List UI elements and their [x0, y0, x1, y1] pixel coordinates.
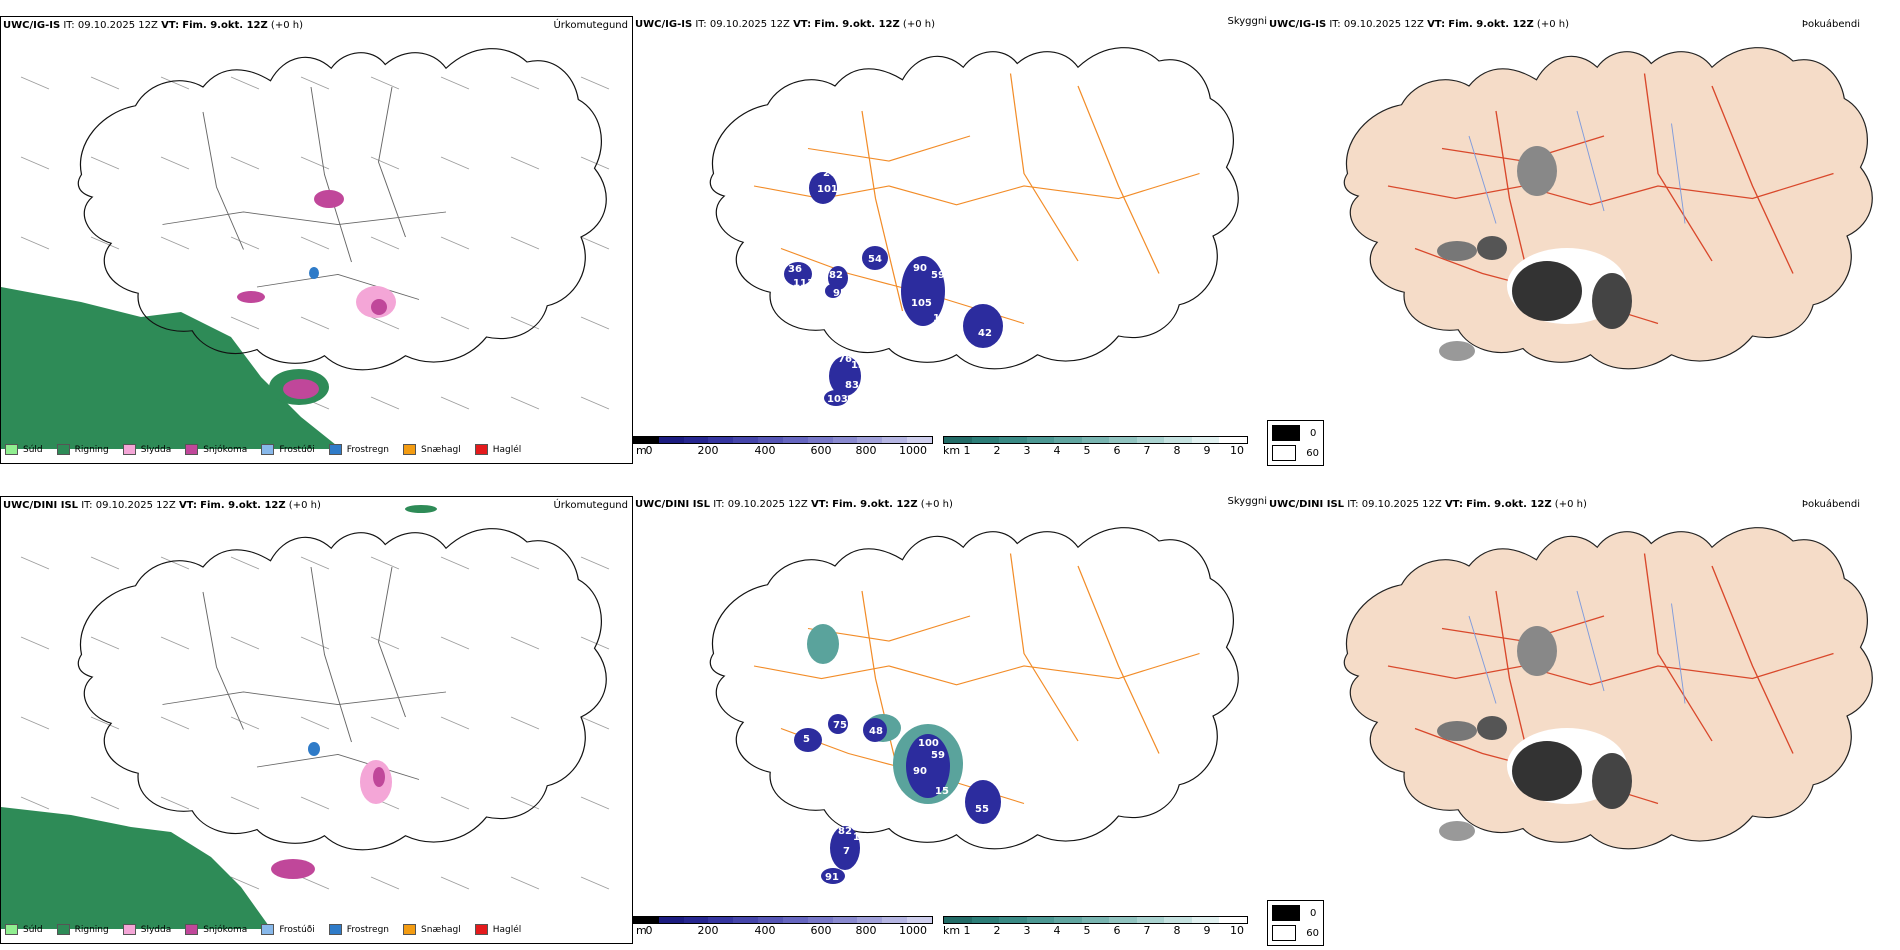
vis-label: 42 — [978, 328, 992, 339]
vis-label: 103 — [827, 394, 848, 405]
visibility-map-canvas: 101 54 90 59 105 101 42 76 13 83 103 111… — [709, 46, 1239, 406]
vis-label: 101 — [933, 313, 954, 324]
vis-label: 105 — [911, 298, 932, 309]
vis-label: 15 — [935, 786, 949, 797]
height-scale: m 0 200 400 600 800 1000 — [633, 916, 933, 937]
legend-item: Slydda — [122, 924, 171, 935]
vis-label: 76 — [838, 354, 852, 365]
vis-label: 48 — [869, 726, 883, 737]
vis-label: 36 — [788, 264, 802, 275]
vis-label: 90 — [913, 766, 927, 777]
legend-item: Frostregn — [328, 924, 389, 935]
legend-item: Haglél — [474, 924, 521, 935]
fog-index-map-top: UWC/IG-IS IT: 09.10.2025 12Z VT: Fim. 9.… — [1267, 16, 1900, 466]
vis-label: 13 — [851, 360, 865, 371]
vis-label: 82 — [829, 270, 843, 281]
fog-map-canvas — [1343, 526, 1873, 850]
panel-title: UWC/IG-IS IT: 09.10.2025 12Z VT: Fim. 9.… — [635, 19, 935, 30]
precip-legend: Súld Rigning Slydda Snjókoma Frostúði Fr… — [5, 444, 521, 455]
panel-variable-label: Þokuábendi — [1801, 499, 1860, 510]
legend-item: Haglél — [474, 444, 521, 455]
vis-label: 82 — [838, 826, 852, 837]
vis-label: 101 — [817, 184, 838, 195]
vis-label: 7 — [843, 846, 850, 857]
panel-title: UWC/DINI ISL IT: 09.10.2025 12Z VT: Fim.… — [635, 499, 953, 510]
panel-title: UWC/IG-IS IT: 09.10.2025 12Z VT: Fim. 9.… — [3, 20, 303, 31]
visibility-map-bottom: UWC/DINI ISL IT: 09.10.2025 12Z VT: Fim.… — [633, 496, 1267, 944]
rain-area — [1, 807, 271, 929]
legend-item: Frostregn — [328, 444, 389, 455]
vis-label: 100 — [918, 738, 939, 749]
vis-label: 75 — [833, 720, 847, 731]
visibility-scale: km 1 2 3 4 5 6 7 8 9 10 — [943, 916, 1248, 937]
vis-label: 91 — [825, 872, 839, 883]
legend-item: Rigning — [56, 924, 109, 935]
freezing-rain-area — [309, 267, 319, 279]
panel-variable-label: Úrkomutegund — [553, 20, 628, 31]
legend-item: Frostúði — [261, 924, 315, 935]
vis-label: 90 — [913, 263, 927, 274]
vis-label: 17 — [853, 832, 867, 843]
fog-areas — [1437, 146, 1632, 361]
legend-item: Snæhagl — [403, 924, 461, 935]
vis-label: 83 — [845, 380, 859, 391]
panel-variable-label: Skyggni — [1227, 496, 1267, 507]
vis-label: 5 — [803, 734, 810, 745]
visibility-labels: 101 54 90 59 105 101 42 76 13 83 103 111… — [788, 168, 992, 405]
freezing-rain-area — [308, 742, 320, 756]
vis-label: 93 — [833, 288, 847, 299]
panel-variable-label: Úrkomutegund — [553, 500, 628, 511]
panel-title: UWC/IG-IS IT: 09.10.2025 12Z VT: Fim. 9.… — [1269, 19, 1569, 30]
legend-item: Rigning — [56, 444, 109, 455]
vis-label: 59 — [931, 750, 945, 761]
precip-type-map-bottom: UWC/DINI ISL IT: 09.10.2025 12Z VT: Fim.… — [0, 496, 633, 944]
legend-item: Frostúði — [261, 444, 315, 455]
rain-area — [1, 287, 341, 449]
vis-label: 70 — [858, 858, 872, 869]
panel-variable-label: Skyggni — [1227, 16, 1267, 27]
fog-legend: 0 60 — [1267, 420, 1324, 466]
vis-label: 20 — [823, 168, 837, 179]
visibility-labels: 48 75 59 90 100 15 55 82 17 7 70 91 5 — [803, 720, 989, 883]
fog-index-map-bottom: UWC/DINI ISL IT: 09.10.2025 12Z VT: Fim.… — [1267, 496, 1900, 946]
fog-map-canvas — [1343, 46, 1873, 370]
visibility-scale: km 1 2 3 4 5 6 7 8 9 10 — [943, 436, 1248, 457]
legend-item: Snæhagl — [403, 444, 461, 455]
legend-item: Snjókoma — [185, 924, 247, 935]
precip-type-map-top: UWC/IG-IS IT: 09.10.2025 12Z VT: Fim. 9.… — [0, 16, 633, 464]
visibility-map-top: UWC/IG-IS IT: 09.10.2025 12Z VT: Fim. 9.… — [633, 16, 1267, 464]
legend-item: Snjókoma — [185, 444, 247, 455]
height-scale: m 0 200 400 600 800 1000 — [633, 436, 933, 457]
snow-area — [314, 190, 344, 208]
legend-item: Súld — [5, 924, 43, 935]
fog-legend: 0 60 — [1267, 900, 1324, 946]
visibility-map-canvas: 48 75 59 90 100 15 55 82 17 7 70 91 5 — [709, 526, 1239, 884]
legend-item: Slydda — [122, 444, 171, 455]
precip-map-canvas — [1, 505, 610, 929]
legend-item: Súld — [5, 444, 43, 455]
vis-label: 55 — [975, 804, 989, 815]
panel-title: UWC/DINI ISL IT: 09.10.2025 12Z VT: Fim.… — [3, 500, 321, 511]
vis-label: 111 — [793, 278, 814, 289]
panel-variable-label: Þokuábendi — [1801, 19, 1860, 30]
panel-title: UWC/DINI ISL IT: 09.10.2025 12Z VT: Fim.… — [1269, 499, 1587, 510]
precip-map-canvas — [1, 47, 610, 449]
precip-legend: Súld Rigning Slydda Snjókoma Frostúði Fr… — [5, 924, 521, 935]
vis-label: 54 — [868, 254, 882, 265]
fog-areas — [1437, 626, 1632, 841]
vis-label: 59 — [931, 270, 945, 281]
